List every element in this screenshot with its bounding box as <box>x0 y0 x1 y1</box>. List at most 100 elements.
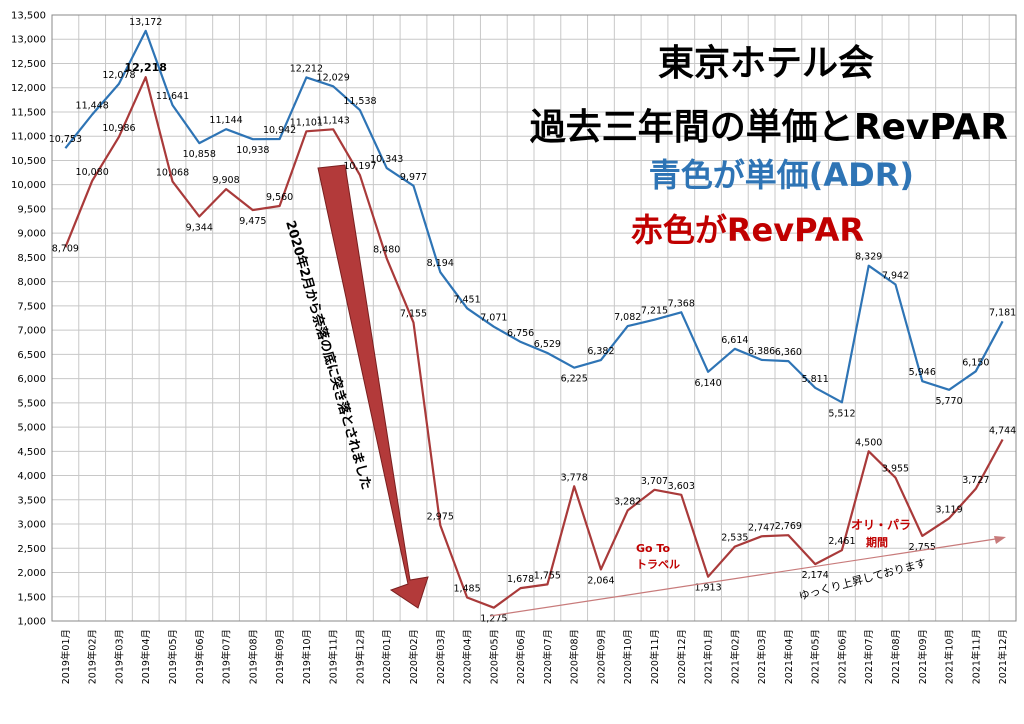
revpar-data-label: 10,068 <box>156 167 189 178</box>
x-tick-label: 2021年05月 <box>810 629 822 684</box>
y-tick-label: 1,500 <box>17 592 46 603</box>
x-axis: 2019年01月 2019年02月 2019年03月 2019年04月 2019年05月… <box>60 629 1009 684</box>
revpar-data-label: 2,755 <box>909 542 936 553</box>
adr-data-label: 6,150 <box>962 357 989 368</box>
adr-data-label: 7,215 <box>641 306 668 317</box>
x-tick-label: 2020年09月 <box>595 629 607 684</box>
drop-arrow <box>317 164 429 609</box>
x-tick-label: 2019年06月 <box>194 629 206 684</box>
revpar-data-label: 1,678 <box>507 574 534 585</box>
y-tick-label: 1,000 <box>17 617 46 628</box>
y-tick-label: 7,000 <box>17 326 46 337</box>
revpar-data-label: 10,986 <box>102 123 135 134</box>
adr-data-label: 10,858 <box>183 149 216 160</box>
adr-data-label: 6,225 <box>561 374 588 385</box>
y-tick-label: 8,500 <box>17 253 46 264</box>
revpar-data-label: 2,461 <box>828 536 855 547</box>
x-tick-label: 2021年07月 <box>863 629 875 684</box>
revpar-data-label: 8,480 <box>373 244 400 255</box>
revpar-data-label: 11,143 <box>317 115 350 126</box>
adr-data-label: 5,811 <box>802 374 829 385</box>
adr-data-label: 11,448 <box>76 100 109 111</box>
y-axis: 1,000 1,500 2,000 2,500 3,000 3,500 4,000 4,500… <box>11 11 46 628</box>
revpar-data-label: 9,475 <box>239 216 266 227</box>
y-tick-label: 12,500 <box>11 59 46 70</box>
chart-title-line-1: 東京ホテル会 <box>657 43 874 84</box>
adr-data-label: 7,181 <box>989 307 1016 318</box>
y-tick-label: 7,500 <box>17 301 46 312</box>
revpar-data-label: 2,747 <box>748 522 775 533</box>
y-tick-label: 5,000 <box>17 423 46 434</box>
adr-data-label: 11,144 <box>209 115 242 126</box>
adr-data-label: 13,172 <box>129 17 162 28</box>
y-tick-label: 10,000 <box>11 180 46 191</box>
revpar-data-label: 8,709 <box>52 243 79 254</box>
x-tick-label: 2019年12月 <box>354 629 366 684</box>
x-tick-label: 2020年08月 <box>569 629 581 684</box>
adr-data-label: 7,082 <box>614 312 641 323</box>
adr-data-label: 5,512 <box>828 408 855 419</box>
revpar-data-label: 4,500 <box>855 437 882 448</box>
x-tick-label: 2020年01月 <box>381 629 393 684</box>
x-tick-label: 2021年10月 <box>944 629 956 684</box>
revpar-data-label: 3,778 <box>561 472 588 483</box>
y-tick-label: 11,000 <box>11 132 46 143</box>
chart-subtitle-revpar: 赤色がRevPAR <box>630 211 864 249</box>
adr-data-label: 6,386 <box>748 346 775 357</box>
revpar-data-label: 3,727 <box>962 475 989 486</box>
x-tick-label: 2021年01月 <box>703 629 715 684</box>
revpar-data-label: 3,707 <box>641 476 668 487</box>
revpar-data-label: 2,064 <box>587 575 614 586</box>
adr-data-label: 7,071 <box>480 313 507 324</box>
x-tick-label: 2021年11月 <box>970 629 982 684</box>
revpar-data-label: 9,560 <box>266 192 293 203</box>
olympics-label-2: 期間 <box>866 535 888 549</box>
y-tick-label: 6,000 <box>17 374 46 385</box>
revpar-line <box>64 76 1004 609</box>
adr-data-label: 6,614 <box>721 335 748 346</box>
series-lines <box>64 29 1004 609</box>
adr-data-label: 7,451 <box>453 294 480 305</box>
revpar-data-label: 2,174 <box>802 570 829 581</box>
revpar-data-label: 3,603 <box>668 481 695 492</box>
revpar-data-label: 7,155 <box>400 309 427 320</box>
x-tick-label: 2021年06月 <box>836 629 848 684</box>
y-tick-label: 12,000 <box>11 83 46 94</box>
goto-label-2: トラベル <box>636 558 680 571</box>
x-tick-label: 2020年06月 <box>515 629 527 684</box>
adr-data-label: 7,368 <box>668 298 695 309</box>
x-tick-label: 2020年10月 <box>622 629 634 684</box>
x-tick-label: 2019年10月 <box>301 629 313 684</box>
revpar-data-label: 10,080 <box>76 167 109 178</box>
x-tick-label: 2021年03月 <box>756 629 768 684</box>
x-tick-label: 2019年02月 <box>87 629 99 684</box>
adr-data-label: 10,343 <box>370 154 403 165</box>
data-labels: 10,753 11,448 12,078 13,172 11,641 10,858 11,1… <box>49 17 1016 625</box>
x-tick-label: 2020年05月 <box>488 629 500 684</box>
revpar-data-label: 1,275 <box>480 614 507 625</box>
adr-data-label: 10,942 <box>263 125 296 136</box>
adr-data-label: 6,382 <box>587 346 614 357</box>
rising-trend-arrowhead <box>994 536 1006 544</box>
y-tick-label: 11,500 <box>11 107 46 118</box>
x-tick-label: 2020年12月 <box>676 629 688 684</box>
x-tick-label: 2021年09月 <box>917 629 929 684</box>
x-tick-label: 2019年09月 <box>274 629 286 684</box>
y-tick-label: 9,000 <box>17 229 46 240</box>
adr-data-label: 7,942 <box>882 270 909 281</box>
revpar-data-label: 9,908 <box>212 175 239 186</box>
revpar-data-label: 3,955 <box>882 464 909 475</box>
x-tick-label: 2020年02月 <box>408 629 420 684</box>
adr-data-label: 6,140 <box>694 378 721 389</box>
revpar-data-label: 1,485 <box>453 583 480 594</box>
y-tick-label: 6,500 <box>17 350 46 361</box>
revpar-data-label: 1,755 <box>534 570 561 581</box>
adr-data-label: 6,756 <box>507 328 534 339</box>
revpar-data-label: 1,913 <box>694 583 721 594</box>
revpar-data-label: 3,119 <box>935 504 962 515</box>
y-tick-label: 10,500 <box>11 156 46 167</box>
x-tick-label: 2019年05月 <box>167 629 179 684</box>
olympics-label-1: オリ・パラ <box>851 518 911 532</box>
x-tick-label: 2021年08月 <box>890 629 902 684</box>
